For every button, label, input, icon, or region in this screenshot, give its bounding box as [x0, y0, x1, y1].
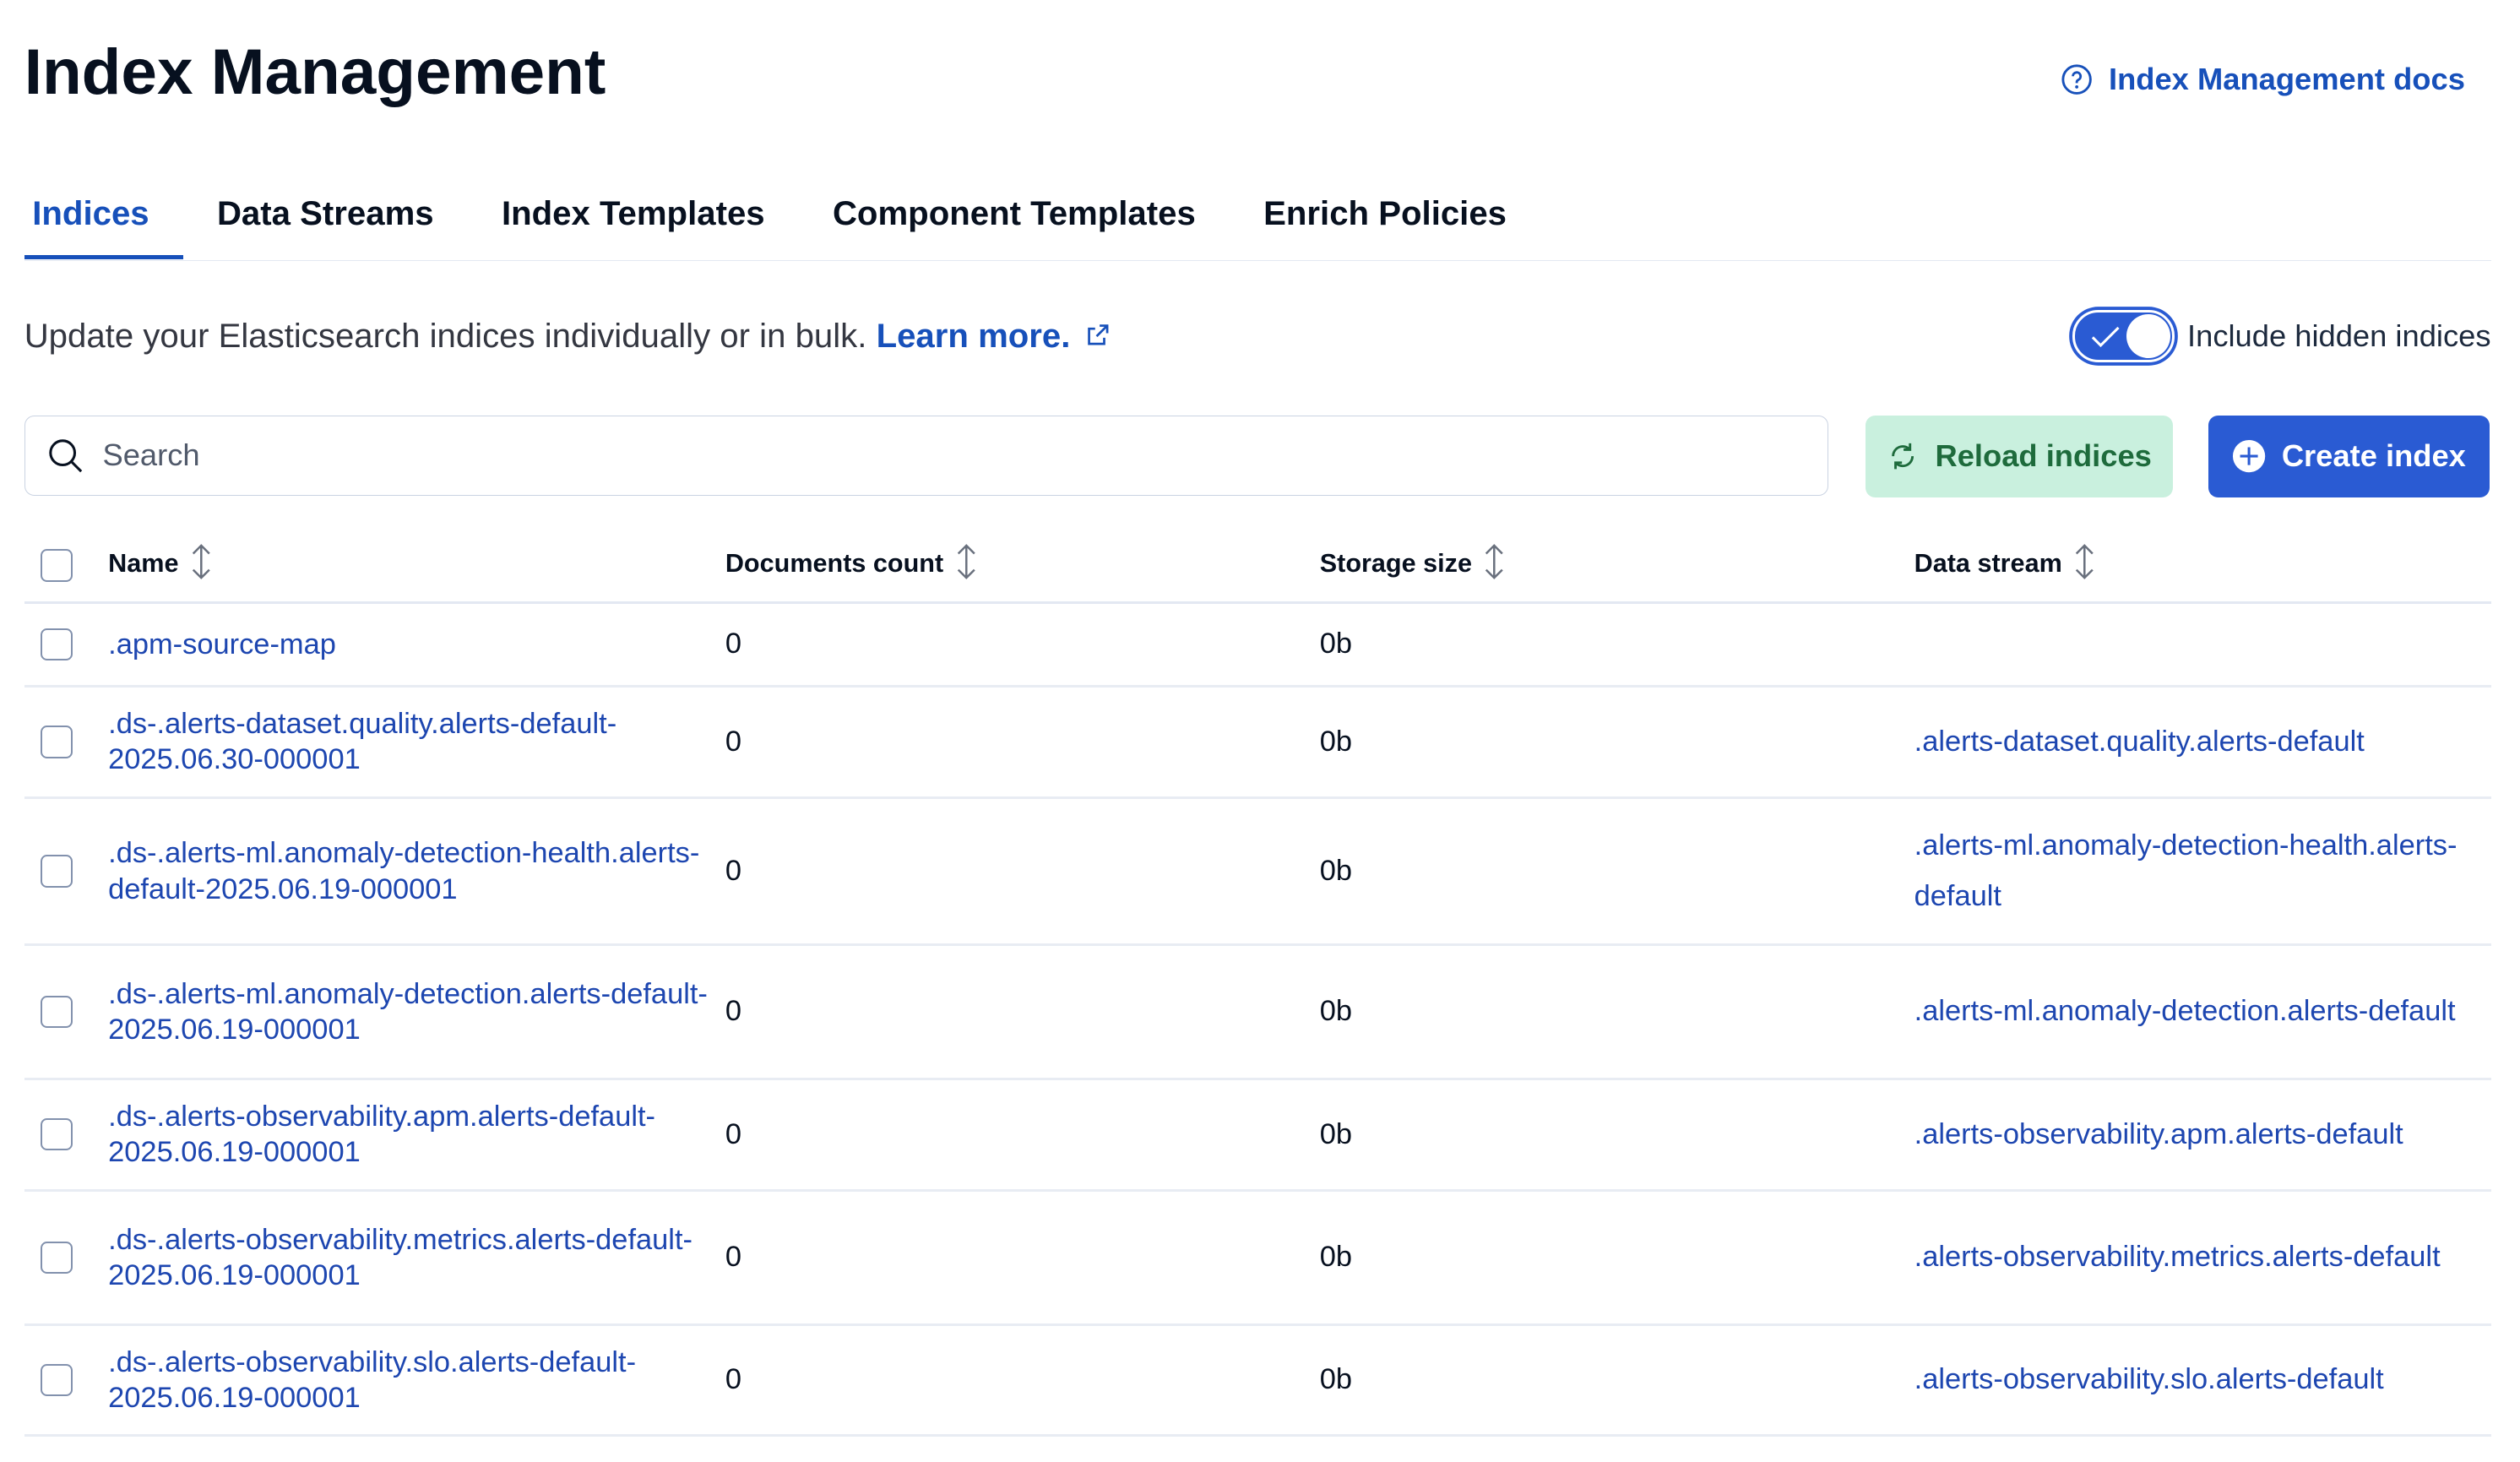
- index-name-link[interactable]: .apm-source-map: [108, 628, 336, 660]
- reload-indices-button[interactable]: Reload indices: [1866, 415, 2173, 498]
- row-checkbox[interactable]: [40, 1363, 73, 1397]
- storage-size: 0b: [1319, 686, 1914, 799]
- search-box: [24, 415, 1829, 497]
- sort-icon[interactable]: [188, 544, 215, 586]
- data-stream-link[interactable]: .alerts-ml.anomaly-detection-health.aler…: [1914, 829, 2458, 912]
- documents-count: 0: [725, 944, 1320, 1080]
- docs-link[interactable]: Index Management docs: [2061, 62, 2465, 97]
- data-stream-link[interactable]: .alerts-dataset.quality.alerts-default: [1914, 725, 2365, 758]
- table-row: .apm-source-map 0 0b: [24, 602, 2491, 688]
- check-icon: [2091, 326, 2120, 347]
- sort-icon[interactable]: [953, 544, 980, 586]
- table-row: .ds-.alerts-ml.anomaly-detection-health.…: [24, 797, 2491, 947]
- sort-icon[interactable]: [2072, 544, 2098, 586]
- tab-data-streams[interactable]: Data Streams: [216, 193, 434, 232]
- table-row: .ds-.alerts-observability.apm.alerts-def…: [24, 1079, 2491, 1192]
- question-circle-icon: [2061, 63, 2092, 95]
- learn-more-link[interactable]: Learn more.: [877, 317, 1111, 355]
- search-input[interactable]: [99, 436, 1722, 476]
- column-header[interactable]: Name: [108, 530, 725, 604]
- description-text: Update your Elasticsearch indices indivi…: [24, 316, 877, 355]
- index-name-link[interactable]: .ds-.alerts-observability.metrics.alerts…: [108, 1223, 692, 1291]
- row-select-cell: [24, 944, 109, 1080]
- row-checkbox[interactable]: [40, 726, 73, 758]
- tab-component-templates[interactable]: Component Templates: [832, 193, 1196, 232]
- select-all-checkbox[interactable]: [40, 549, 73, 582]
- index-name-link[interactable]: .ds-.alerts-ml.anomaly-detection.alerts-…: [108, 977, 708, 1046]
- page-title: Index Management: [24, 36, 606, 109]
- refresh-icon: [1892, 443, 1914, 470]
- tab-enrich-policies[interactable]: Enrich Policies: [1263, 193, 1507, 232]
- storage-size: 0b: [1319, 1190, 1914, 1326]
- page-description: Update your Elasticsearch indices indivi…: [24, 317, 1111, 356]
- create-index-button[interactable]: Create index: [2208, 415, 2490, 498]
- create-label: Create index: [2281, 438, 2466, 474]
- data-stream-link[interactable]: .alerts-observability.slo.alerts-default: [1914, 1363, 2384, 1396]
- data-stream-link[interactable]: .alerts-observability.metrics.alerts-def…: [1914, 1240, 2441, 1273]
- column-header[interactable]: Storage size: [1319, 530, 1914, 604]
- table-row: .ds-.alerts-observability.metrics.alerts…: [24, 1190, 2491, 1326]
- learn-more-label: Learn more.: [876, 316, 1071, 355]
- row-select-cell: [24, 1079, 109, 1192]
- table-row: .ds-.alerts-ml.anomaly-detection.alerts-…: [24, 944, 2491, 1080]
- row-checkbox[interactable]: [40, 1241, 73, 1274]
- select-all-cell: [24, 530, 109, 604]
- storage-size: 0b: [1319, 602, 1914, 688]
- toggle-knob: [2126, 314, 2170, 358]
- plus-circle-icon: [2232, 440, 2265, 473]
- include-hidden-toggle[interactable]: [2072, 310, 2175, 362]
- index-name-link[interactable]: .ds-.alerts-observability.apm.alerts-def…: [108, 1101, 656, 1169]
- include-hidden-toggle-group: Include hidden indices: [2072, 310, 2491, 362]
- docs-link-label: Index Management docs: [2109, 61, 2465, 96]
- documents-count: 0: [725, 686, 1320, 799]
- reload-label: Reload indices: [1935, 438, 2152, 474]
- column-label: Name: [108, 549, 179, 579]
- tab-indices[interactable]: Indices: [24, 177, 183, 260]
- search-icon: [49, 439, 83, 473]
- table-row: .ds-.alerts-dataset.quality.alerts-defau…: [24, 686, 2491, 799]
- table-row: .ds-.alerts-observability.slo.alerts-def…: [24, 1324, 2491, 1438]
- documents-count: 0: [725, 1190, 1320, 1326]
- documents-count: 0: [725, 602, 1320, 688]
- external-link-icon: [1088, 324, 1109, 345]
- row-checkbox[interactable]: [40, 1118, 73, 1151]
- row-select-cell: [24, 1190, 109, 1326]
- tab-bar: Indices Data Streams Index Templates Compon…: [24, 177, 2491, 261]
- column-label: Data stream: [1914, 549, 2062, 579]
- sort-icon[interactable]: [1481, 544, 1507, 586]
- column-label: Storage size: [1319, 549, 1472, 579]
- index-name-link[interactable]: .ds-.alerts-ml.anomaly-detection-health.…: [108, 837, 700, 905]
- storage-size: 0b: [1319, 797, 1914, 947]
- row-checkbox[interactable]: [40, 995, 73, 1029]
- indices-table: Name Documents count Storage size Data stre…: [24, 530, 2491, 1438]
- column-label: Documents count: [725, 549, 944, 579]
- row-select-cell: [24, 1324, 109, 1438]
- row-checkbox[interactable]: [40, 855, 73, 888]
- documents-count: 0: [725, 1324, 1320, 1438]
- row-select-cell: [24, 686, 109, 799]
- data-stream-link[interactable]: .alerts-ml.anomaly-detection.alerts-defa…: [1914, 995, 2456, 1028]
- documents-count: 0: [725, 1079, 1320, 1192]
- storage-size: 0b: [1319, 1324, 1914, 1438]
- data-stream-link[interactable]: .alerts-observability.apm.alerts-default: [1914, 1117, 2403, 1150]
- column-header[interactable]: Data stream: [1914, 530, 2491, 604]
- column-header[interactable]: Documents count: [725, 530, 1320, 604]
- tab-index-templates[interactable]: Index Templates: [501, 193, 765, 232]
- index-name-link[interactable]: .ds-.alerts-observability.slo.alerts-def…: [108, 1345, 637, 1414]
- include-hidden-label: Include hidden indices: [2187, 318, 2491, 353]
- row-select-cell: [24, 602, 109, 688]
- row-checkbox[interactable]: [40, 628, 73, 660]
- index-name-link[interactable]: .ds-.alerts-dataset.quality.alerts-defau…: [108, 708, 617, 776]
- row-select-cell: [24, 797, 109, 947]
- documents-count: 0: [725, 797, 1320, 947]
- storage-size: 0b: [1319, 944, 1914, 1080]
- storage-size: 0b: [1319, 1079, 1914, 1192]
